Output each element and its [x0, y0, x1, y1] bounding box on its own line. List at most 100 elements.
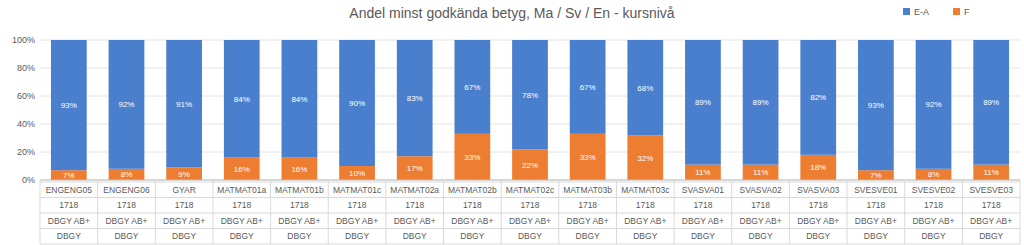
category-label: SVESVE02 — [912, 185, 956, 195]
bar-segment — [397, 40, 433, 156]
category-label: DBGY — [345, 231, 369, 241]
table-col-line — [674, 180, 675, 244]
legend-swatch — [953, 8, 960, 15]
category-label: MATMAT03c — [621, 185, 670, 195]
category-label: DBGY AB+ — [797, 216, 839, 226]
bar-segment — [973, 165, 1009, 180]
data-label: 84% — [234, 95, 250, 104]
bars — [51, 40, 1009, 180]
category-label: MATMAT02c — [506, 185, 555, 195]
legend: E-AF — [903, 7, 970, 17]
data-label: 89% — [695, 98, 711, 107]
table-col-line — [904, 180, 905, 244]
category-label: DBGY — [921, 231, 945, 241]
bar-segment — [800, 155, 836, 180]
table-col-line — [328, 180, 329, 244]
table-col-line — [155, 180, 156, 244]
table-col-line — [212, 180, 213, 244]
y-tick-label: 0% — [22, 175, 35, 185]
table-col-line — [40, 180, 41, 244]
category-label: DBGY AB+ — [105, 216, 147, 226]
table-row-line — [40, 213, 1020, 214]
data-label: 17% — [407, 164, 423, 173]
category-label: 1718 — [175, 200, 194, 210]
table-col-line — [847, 180, 848, 244]
category-label: DBGY — [57, 231, 81, 241]
bar-segment — [627, 135, 663, 180]
data-label: 18% — [810, 163, 826, 172]
data-label: 10% — [349, 169, 365, 178]
category-label: DBGY AB+ — [278, 216, 320, 226]
data-label: 93% — [61, 101, 77, 110]
table-col-line — [558, 180, 559, 244]
bar-segment — [627, 40, 663, 135]
bar-segment — [51, 40, 87, 170]
table-col-line — [789, 180, 790, 244]
table-col-line — [443, 180, 444, 244]
data-label: 89% — [753, 98, 769, 107]
bar-segment — [166, 167, 202, 180]
bar-segment — [685, 165, 721, 180]
category-label: DBGY AB+ — [48, 216, 90, 226]
category-label: DBGY AB+ — [394, 216, 436, 226]
x-axis — [40, 180, 1020, 181]
category-label: MATMAT01a — [217, 185, 266, 195]
data-label: 89% — [983, 98, 999, 107]
category-label: DBGY — [979, 231, 1003, 241]
bar-segment — [339, 40, 375, 166]
category-label: SVASVA03 — [797, 185, 839, 195]
table-row-line — [40, 197, 1020, 198]
bar-segment — [282, 40, 318, 158]
data-label: 11% — [983, 168, 998, 177]
category-label: 1718 — [290, 200, 309, 210]
category-label: DBGY — [576, 231, 600, 241]
category-label: DBGY AB+ — [221, 216, 263, 226]
bar-segment — [397, 156, 433, 180]
bar-segment — [685, 40, 721, 165]
category-label: DBGY AB+ — [451, 216, 493, 226]
category-label: MATMAT01c — [333, 185, 382, 195]
data-label: 33% — [464, 153, 480, 162]
data-label: 9% — [178, 170, 190, 179]
table-col-line — [385, 180, 386, 244]
data-label: 22% — [522, 161, 538, 170]
category-label: ENGENG05 — [46, 185, 93, 195]
category-label: DBGY AB+ — [624, 216, 666, 226]
bar-segment — [109, 40, 145, 169]
category-label: 1718 — [232, 200, 251, 210]
data-label: 67% — [464, 83, 480, 92]
category-label: DBGY — [806, 231, 830, 241]
bar-segment — [224, 158, 260, 180]
data-label: 11% — [695, 168, 710, 177]
category-label: DBGY — [287, 231, 311, 241]
category-label: DBGY — [749, 231, 773, 241]
category-label: DBGY AB+ — [682, 216, 724, 226]
table-col-line — [501, 180, 502, 244]
bar-segment — [282, 158, 318, 180]
table-col-line — [616, 180, 617, 244]
category-label: 1718 — [866, 200, 885, 210]
category-label: 1718 — [693, 200, 712, 210]
legend-swatch — [903, 8, 910, 15]
category-label: ENGENG06 — [103, 185, 150, 195]
data-label: 11% — [753, 168, 768, 177]
data-label: 82% — [810, 93, 826, 102]
bar-segment — [454, 40, 490, 134]
bar-segment — [51, 170, 87, 180]
y-tick-label: 100% — [12, 35, 35, 45]
table-col-line — [731, 180, 732, 244]
bar-segment — [570, 134, 606, 180]
category-label: 1718 — [521, 200, 540, 210]
category-label: SVESVE03 — [969, 185, 1013, 195]
category-label: DBGY AB+ — [163, 216, 205, 226]
data-label: 90% — [349, 99, 365, 108]
bar-segment — [454, 134, 490, 180]
category-label: DBGY AB+ — [912, 216, 954, 226]
category-label: DBGY — [864, 231, 888, 241]
data-label: 93% — [868, 101, 884, 110]
data-label: 7% — [63, 171, 75, 180]
table-row-line — [40, 182, 1020, 183]
category-label: DBGY — [691, 231, 715, 241]
category-label: DBGY AB+ — [970, 216, 1012, 226]
y-tick-label: 80% — [17, 63, 35, 73]
